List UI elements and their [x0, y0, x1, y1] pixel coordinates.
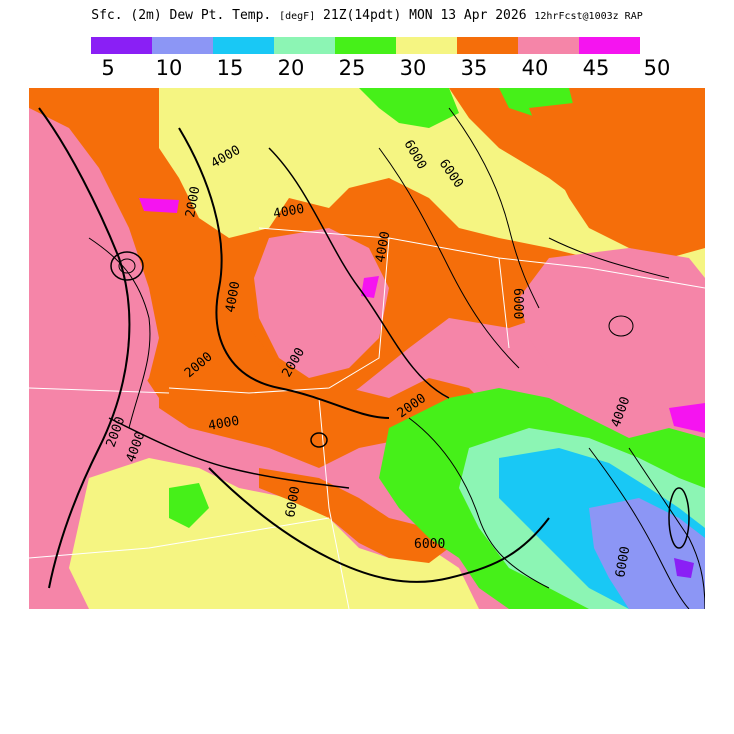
contour-loop-2: [118, 258, 136, 274]
contour-label: 6000: [510, 288, 525, 319]
contour-line-6: [208, 467, 550, 583]
state-border-6: [498, 257, 510, 349]
legend-swatch: [274, 37, 335, 54]
region-magenta-2: [361, 276, 379, 298]
region-blue-southeast: [589, 498, 705, 609]
legend-swatch: [579, 37, 640, 54]
state-border-3: [29, 387, 170, 394]
region-magenta-3: [669, 403, 705, 433]
contour-label: 4000: [223, 280, 243, 313]
contour-line-7: [408, 417, 550, 589]
contour-line-9: [628, 447, 705, 609]
legend-label: 25: [338, 56, 366, 80]
color-legend-bar: [91, 37, 640, 54]
contour-label: 4000: [373, 230, 393, 263]
contour-line-4: [88, 237, 151, 429]
contour-label: 6000: [414, 537, 445, 552]
region-yellow-north: [159, 88, 705, 298]
title-units: [degF]: [279, 11, 316, 22]
chart-title: Sfc. (2m) Dew Pt. Temp. [degF] 21Z(14pdt…: [0, 8, 734, 23]
legend-swatch: [518, 37, 579, 54]
dewpoint-map: 4000 6000 4000 6000 2000 4000 2000 4000 …: [29, 88, 705, 609]
legend-swatch: [213, 37, 274, 54]
legend-label: 40: [521, 56, 549, 80]
contour-line-1: [38, 107, 131, 589]
contour-line-12: [108, 417, 350, 489]
legend-swatch: [152, 37, 213, 54]
contour-loop-5: [668, 487, 690, 549]
state-border-4: [318, 397, 350, 609]
contour-label: 4000: [207, 414, 240, 434]
contour-line-5: [378, 147, 520, 369]
contour-loop-3: [608, 315, 634, 337]
region-green-southwest: [169, 483, 209, 528]
legend-label: 50: [643, 56, 671, 80]
region-pink-central: [254, 228, 389, 378]
region-magenta-1: [139, 198, 179, 213]
contour-line-11: [548, 237, 670, 279]
contour-label: 6000: [613, 545, 633, 578]
contour-lines: [38, 107, 705, 609]
contour-label: 4000: [272, 202, 305, 222]
contour-line-8: [588, 447, 690, 609]
legend-swatch: [335, 37, 396, 54]
region-orange-south: [259, 468, 449, 563]
title-main: Sfc. (2m) Dew Pt. Temp.: [91, 8, 272, 23]
state-borders: [29, 227, 705, 609]
state-border-5: [29, 517, 330, 559]
contour-loop-4: [310, 432, 328, 448]
region-purple-southeast: [674, 558, 694, 578]
color-legend-labels: 5 10 15 20 25 30 35 40 45 50: [0, 56, 734, 82]
legend-label: 15: [216, 56, 244, 80]
title-model-run: 12hrFcst@1003z RAP: [534, 11, 643, 22]
contour-label: 2000: [183, 185, 203, 218]
legend-label: 35: [460, 56, 488, 80]
contour-line-10: [448, 107, 540, 309]
region-pink-west: [29, 108, 159, 609]
region-orange-east: [529, 88, 705, 258]
legend-label: 45: [582, 56, 610, 80]
state-border-2: [168, 237, 390, 394]
legend-label: 20: [277, 56, 305, 80]
region-green-north: [359, 88, 459, 128]
legend-swatch: [396, 37, 457, 54]
contour-line-3: [268, 147, 450, 399]
contour-loop-1: [110, 251, 144, 281]
dewpoint-map-svg: 4000 6000 4000 6000 2000 4000 2000 4000 …: [29, 88, 705, 609]
legend-swatch: [91, 37, 152, 54]
legend-label: 30: [399, 56, 427, 80]
contour-line-2: [178, 127, 390, 419]
title-valid-time: 21Z(14pdt) MON 13 Apr 2026: [323, 8, 527, 23]
legend-label: 5: [101, 56, 115, 80]
legend-swatch: [457, 37, 518, 54]
contour-label: 6000: [283, 485, 303, 518]
legend-label: 10: [155, 56, 183, 80]
